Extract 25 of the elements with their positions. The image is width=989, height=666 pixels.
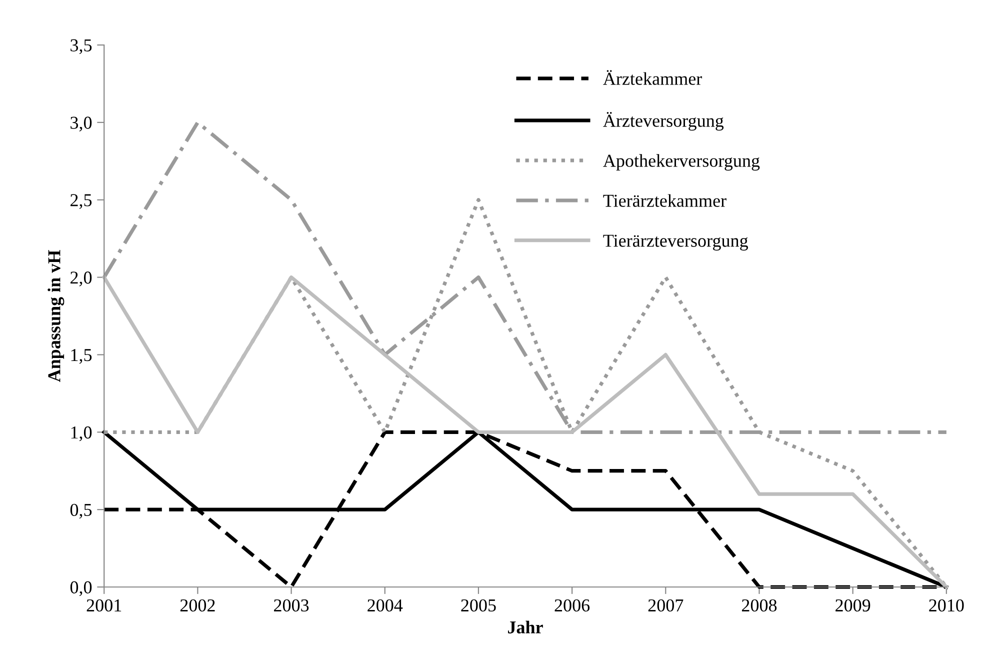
x-axis-title: Jahr <box>508 620 543 634</box>
x-tick-label: 2003 <box>274 599 309 612</box>
y-tick-label: 1,0 <box>71 426 92 442</box>
x-tick-label: 2007 <box>648 599 684 612</box>
x-tick-label: 2005 <box>461 599 496 612</box>
y-tick-label: 1,5 <box>71 349 92 364</box>
x-tick-label: 2009 <box>836 599 870 612</box>
legend-label: Apothekerversorgung <box>603 154 760 171</box>
y-axis-title: Anpassung in vH <box>48 250 64 382</box>
y-tick-label: 2,0 <box>70 272 92 286</box>
y-tick-label: 3,5 <box>70 39 92 54</box>
legend-label: Tierärztekammer <box>603 194 726 207</box>
x-tick-label: 2006 <box>554 599 590 612</box>
legend-label: Ärzteversorgung <box>603 112 724 131</box>
x-tick-label: 2004 <box>368 599 403 612</box>
legend-label: Ärztekammer <box>603 70 702 85</box>
x-tick-label: 2008 <box>742 599 777 612</box>
y-tick-label: 3,0 <box>70 116 92 132</box>
x-tick-label: 2002 <box>180 599 215 612</box>
x-tick-label: 2010 <box>929 599 964 612</box>
x-tick-label: 2001 <box>86 599 122 612</box>
y-tick-label: 2,5 <box>70 194 92 209</box>
y-tick-label: 0,5 <box>70 504 92 519</box>
y-tick-label: 0,0 <box>70 581 92 596</box>
legend-label: Tierärzteversorgung <box>603 234 748 251</box>
